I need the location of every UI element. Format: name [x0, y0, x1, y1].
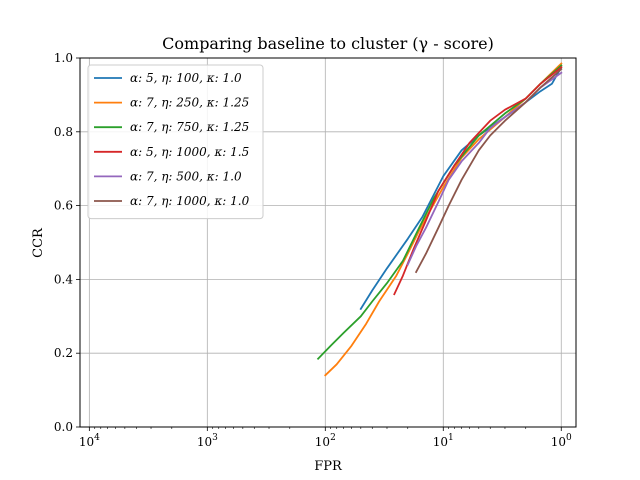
series-line-5	[406, 71, 563, 266]
legend-entry-1: α: 5, η: 100, κ: 1.0	[130, 71, 242, 85]
series-line-2	[324, 62, 563, 377]
x-tick-label: 102	[315, 433, 336, 449]
y-axis-ticks: 0.0 0.2 0.4 0.6 0.8 1.0	[54, 51, 80, 434]
x-axis-ticks: 104 103 102 101 100	[79, 427, 572, 449]
x-tick-label: 104	[79, 433, 100, 449]
x-tick-label: 100	[551, 433, 572, 449]
x-axis-label: FPR	[314, 459, 343, 474]
series-layer	[316, 62, 563, 377]
series-line-4	[393, 65, 563, 296]
y-tick-label: 0.8	[54, 125, 73, 139]
legend-entry-5: α: 7, η: 500, κ: 1.0	[130, 169, 242, 183]
y-tick-label: 1.0	[54, 51, 73, 65]
y-axis-label: CCR	[31, 227, 46, 258]
x-tick-label: 101	[433, 433, 454, 449]
legend-entry-4: α: 5, η: 1000, κ: 1.5	[130, 145, 249, 159]
y-tick-label: 0.0	[54, 420, 73, 434]
legend-entry-6: α: 7, η: 1000, κ: 1.0	[130, 194, 250, 208]
series-line-1	[359, 65, 563, 311]
chart-title: Comparing baseline to cluster (γ - score…	[162, 34, 494, 53]
legend: α: 5, η: 100, κ: 1.0 α: 7, η: 250, κ: 1.2…	[87, 64, 264, 220]
series-line-3	[316, 64, 563, 360]
y-tick-label: 0.2	[54, 346, 73, 360]
legend-entry-2: α: 7, η: 250, κ: 1.25	[130, 96, 249, 110]
x-tick-label: 103	[197, 433, 218, 449]
series-line-6	[414, 67, 563, 274]
y-tick-label: 0.6	[54, 199, 73, 213]
legend-entry-3: α: 7, η: 750, κ: 1.25	[130, 120, 249, 134]
y-tick-label: 0.4	[54, 272, 73, 286]
legend-box	[87, 64, 264, 220]
plot-area-frame	[79, 57, 577, 428]
